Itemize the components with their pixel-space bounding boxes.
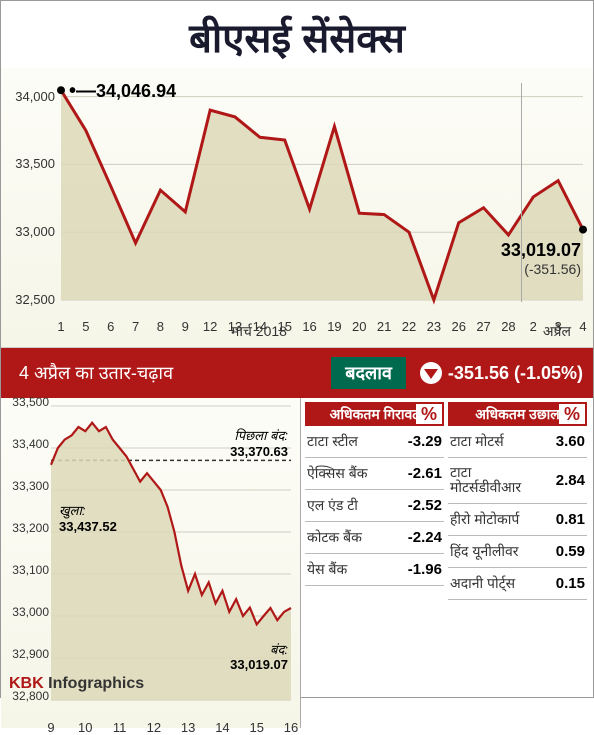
- table-row: येस बैंक-1.96: [305, 554, 444, 586]
- stock-change: 3.60: [537, 433, 585, 450]
- x-tick: 16: [284, 720, 298, 735]
- tables-container: अधिकतम गिरावट % टाटा स्टील-3.29ऐक्सिस बै…: [301, 398, 593, 728]
- x-tick: 8: [157, 319, 164, 334]
- gainers-table: अधिकतम उछाल % टाटा मोटर्स3.60टाटा मोटर्स…: [448, 402, 587, 728]
- start-value-callout: •—34,046.94: [69, 80, 176, 103]
- stock-change: -2.61: [394, 465, 442, 482]
- table-row: अदानी पोर्ट्स0.15: [448, 568, 587, 600]
- x-tick: 19: [327, 319, 341, 334]
- table-row: हीरो मोटोकार्प0.81: [448, 504, 587, 536]
- x-tick: 27: [476, 319, 490, 334]
- table-row: टाटा मोटर्स3.60: [448, 426, 587, 458]
- change-bar: 4 अप्रैल का उतार-चढ़ाव बदलाव -351.56 (-1…: [1, 348, 593, 398]
- month-divider: [521, 83, 522, 302]
- stock-change: -3.29: [394, 433, 442, 450]
- stock-name: हीरो मोटोकार्प: [450, 512, 537, 527]
- change-value: -351.56 (-1.05%): [448, 363, 583, 384]
- x-tick: 21: [377, 319, 391, 334]
- change-label: बदलाव: [331, 357, 406, 389]
- x-tick: 10: [78, 720, 92, 735]
- stock-name: येस बैंक: [307, 562, 394, 577]
- x-tick: 13: [181, 720, 195, 735]
- change-date: 4 अप्रैल का उतार-चढ़ाव: [11, 359, 181, 387]
- stock-change: -1.96: [394, 561, 442, 578]
- stock-name: टाटा मोटर्स: [450, 434, 537, 449]
- percent-icon: %: [559, 404, 585, 424]
- x-tick: 4: [579, 319, 586, 334]
- month-label-march: मार्च 2018: [231, 322, 287, 341]
- x-tick: 15: [249, 720, 263, 735]
- x-tick: 23: [427, 319, 441, 334]
- percent-icon: %: [416, 404, 442, 424]
- gainers-header: अधिकतम उछाल %: [448, 402, 587, 426]
- stock-name: हिंद यूनीलीवर: [450, 544, 537, 559]
- x-tick: 2: [530, 319, 537, 334]
- x-tick: 5: [82, 319, 89, 334]
- stock-name: अदानी पोर्ट्स: [450, 576, 537, 591]
- x-tick: 6: [107, 319, 114, 334]
- losers-table: अधिकतम गिरावट % टाटा स्टील-3.29ऐक्सिस बै…: [305, 402, 444, 728]
- stock-change: 0.81: [537, 511, 585, 528]
- x-tick: 20: [352, 319, 366, 334]
- stock-change: -2.52: [394, 497, 442, 514]
- table-row: कोटक बैंक-2.24: [305, 522, 444, 554]
- x-tick: 9: [47, 720, 54, 735]
- x-tick: 11: [113, 720, 127, 735]
- table-row: ऐक्सिस बैंक-2.61: [305, 458, 444, 490]
- stock-change: 0.59: [537, 543, 585, 560]
- open-annotation: खुला: 33,437.52: [59, 503, 117, 534]
- x-tick: 9: [182, 319, 189, 334]
- stock-change: 2.84: [537, 472, 585, 489]
- x-tick: 22: [402, 319, 416, 334]
- x-tick: 26: [451, 319, 465, 334]
- stock-name: टाटा मोटर्सडीवीआर: [450, 465, 537, 496]
- page-title: बीएसई सेंसेक्स: [1, 1, 593, 68]
- stock-name: ऐक्सिस बैंक: [307, 466, 394, 481]
- stock-name: एल एंड टी: [307, 498, 394, 513]
- stock-name: कोटक बैंक: [307, 530, 394, 545]
- stock-change: 0.15: [537, 575, 585, 592]
- x-tick: 12: [203, 319, 217, 334]
- x-tick: 16: [302, 319, 316, 334]
- x-tick: 1: [57, 319, 64, 334]
- table-row: हिंद यूनीलीवर0.59: [448, 536, 587, 568]
- table-row: टाटा स्टील-3.29: [305, 426, 444, 458]
- end-value-callout: 33,019.07 (-351.56): [501, 240, 581, 277]
- losers-header: अधिकतम गिरावट %: [305, 402, 444, 426]
- main-chart: 32,50033,00033,50034,000 156789121314151…: [1, 68, 593, 348]
- x-tick: 28: [501, 319, 515, 334]
- close-annotation: बंद: 33,019.07: [230, 642, 288, 673]
- table-row: टाटा मोटर्सडीवीआर2.84: [448, 458, 587, 504]
- x-tick: 14: [215, 720, 229, 735]
- down-arrow-icon: [420, 362, 442, 384]
- x-tick: 12: [147, 720, 161, 735]
- x-tick: 7: [132, 319, 139, 334]
- stock-change: -2.24: [394, 529, 442, 546]
- prev-close-annotation: पिछला बंद: 33,370.63: [230, 428, 288, 459]
- month-label-april: अप्रैल: [543, 322, 571, 341]
- stock-name: टाटा स्टील: [307, 434, 394, 449]
- table-row: एल एंड टी-2.52: [305, 490, 444, 522]
- footer-brand: KBK Infographics: [9, 675, 144, 693]
